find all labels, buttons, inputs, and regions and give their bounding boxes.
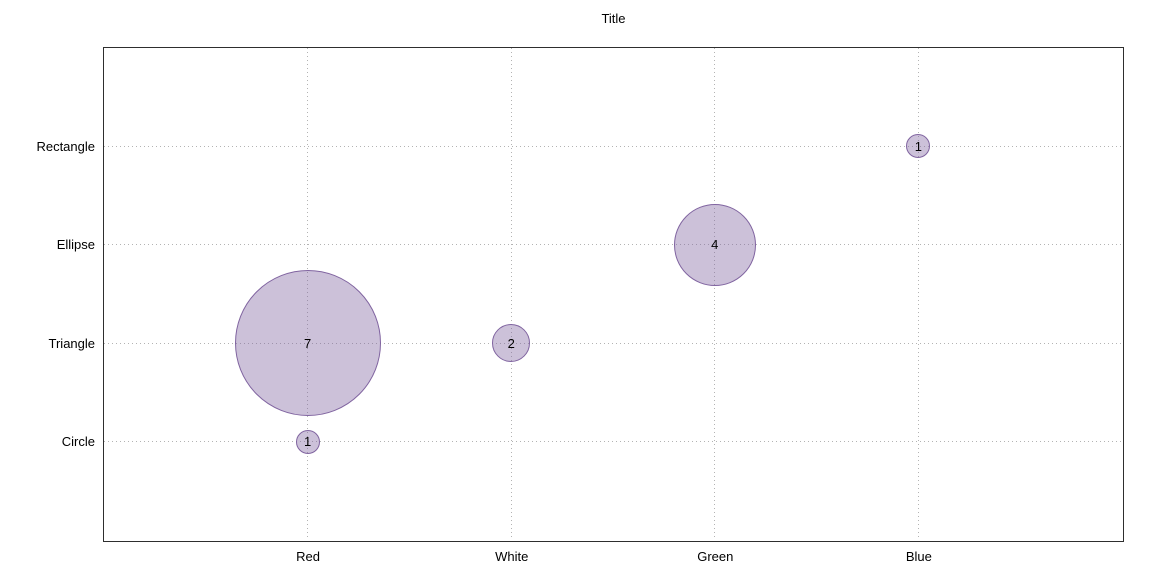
gridline-vertical-blue (917, 48, 919, 540)
plot-area: 7 1 2 4 1 (103, 47, 1124, 542)
gridline-horizontal-triangle (104, 342, 1122, 344)
bubble-white-triangle: 2 (492, 324, 531, 363)
x-axis-label-green: Green (697, 549, 734, 564)
y-axis-label-circle: Circle (61, 434, 95, 450)
gridline-horizontal-circle (104, 441, 1122, 443)
bubble-blue-rectangle: 1 (906, 134, 931, 159)
x-axis-label-blue: Blue (905, 549, 932, 564)
y-axis-label-triangle: Triangle (48, 335, 95, 351)
bubble-red-circle: 1 (295, 429, 320, 454)
bubble-red-triangle: 7 (234, 270, 381, 417)
bubble-value-label: 7 (303, 335, 312, 351)
gridline-vertical-green (714, 48, 716, 540)
gridline-horizontal-rectangle (104, 145, 1122, 147)
x-axis-label-white: White (495, 549, 529, 564)
bubble-value-label: 4 (711, 237, 719, 253)
gridline-vertical-white (510, 48, 512, 540)
bubble-value-label: 1 (303, 434, 312, 450)
chart-title: Title (601, 11, 626, 26)
gridline-horizontal-ellipse (104, 244, 1122, 246)
y-axis-label-ellipse: Ellipse (56, 237, 95, 253)
bubble-value-label: 1 (914, 138, 922, 154)
y-axis-label-rectangle: Rectangle (36, 138, 95, 154)
bubble-value-label: 2 (507, 335, 515, 351)
bubble-green-ellipse: 4 (673, 203, 756, 286)
x-axis-label-red: Red (296, 549, 321, 564)
